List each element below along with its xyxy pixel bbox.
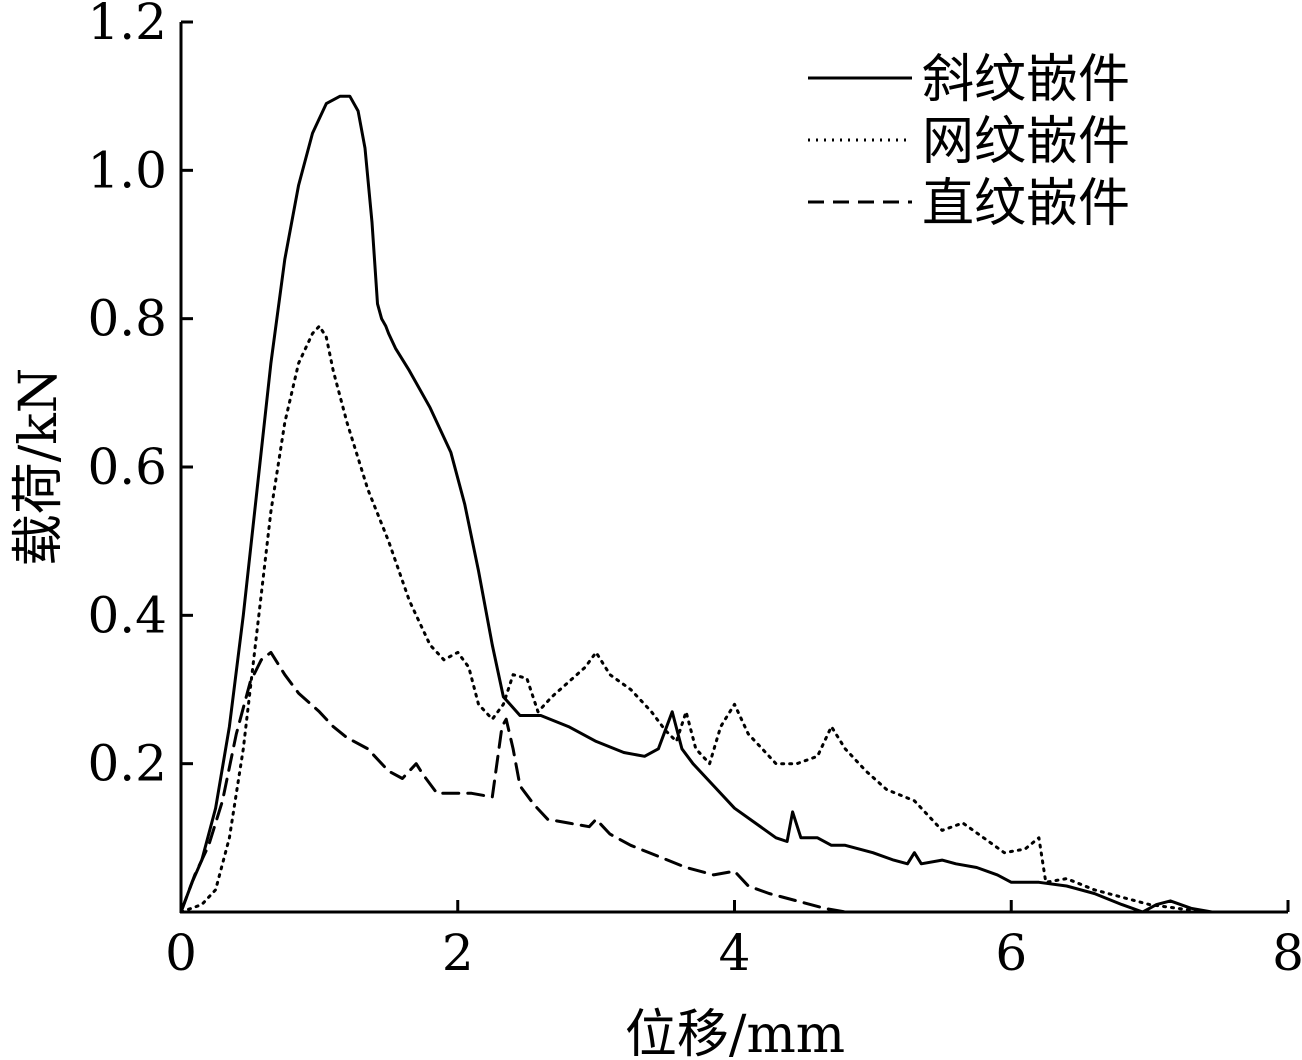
- y-tick-label: 0.2: [87, 735, 167, 793]
- y-tick-label: 0.8: [87, 290, 167, 348]
- x-tick-label: 0: [165, 924, 197, 982]
- series-line-3: [179, 650, 875, 914]
- x-tick-label: 6: [995, 924, 1027, 982]
- x-tick-label: 4: [719, 924, 751, 982]
- series-line-2: [179, 324, 1207, 914]
- y-ticks: 0.2 0.4 0.6 0.8 1.0 1.2: [87, 0, 193, 793]
- y-tick-label: 0.4: [87, 586, 167, 644]
- x-axis-title: 位移/mm: [625, 1005, 845, 1060]
- y-axis-title: 载荷/kN: [9, 368, 69, 567]
- y-tick-label: 1.2: [87, 0, 167, 51]
- legend-label-2: 网纹嵌件: [922, 112, 1130, 172]
- series-layer: [179, 94, 1214, 914]
- x-ticks: 0 2 4 6 8: [165, 900, 1302, 982]
- x-tick-label: 8: [1272, 924, 1302, 982]
- x-tick-label: 2: [442, 924, 474, 982]
- y-tick-label: 0.6: [87, 438, 167, 496]
- legend-label-3: 直纹嵌件: [922, 174, 1130, 234]
- series-line-1: [179, 94, 1214, 914]
- legend-label-1: 斜纹嵌件: [922, 50, 1130, 110]
- y-tick-label: 1.0: [87, 141, 167, 199]
